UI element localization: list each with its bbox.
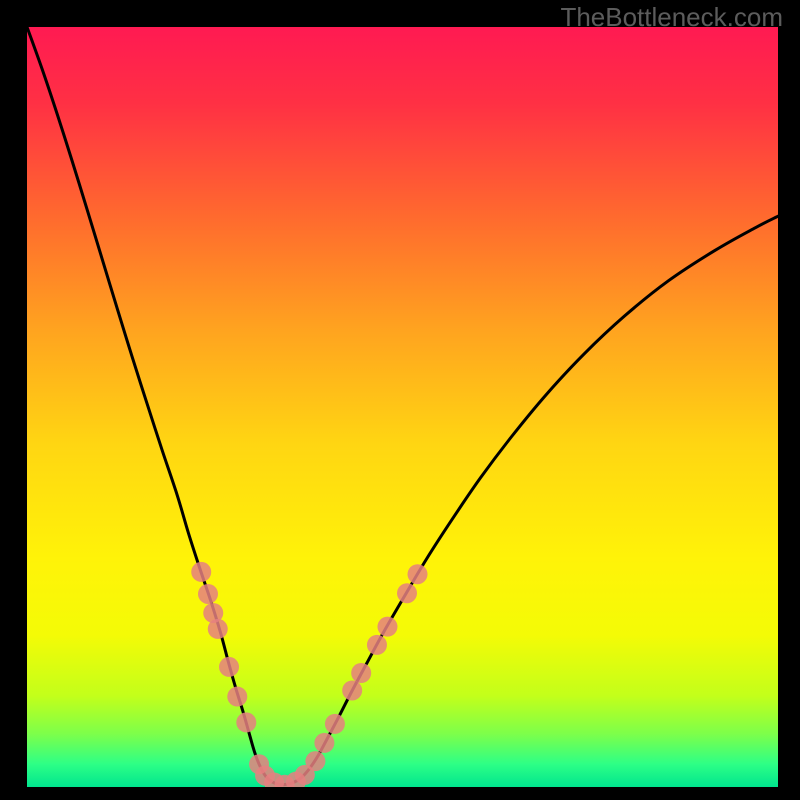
data-marker xyxy=(227,687,247,707)
data-marker xyxy=(208,619,228,639)
data-marker xyxy=(377,617,397,637)
chart-frame: TheBottleneck.com xyxy=(0,0,800,800)
data-marker xyxy=(325,714,345,734)
data-marker xyxy=(314,733,334,753)
data-marker xyxy=(342,680,362,700)
data-marker xyxy=(397,583,417,603)
data-marker xyxy=(367,635,387,655)
data-marker xyxy=(236,712,256,732)
data-marker xyxy=(219,657,239,677)
data-marker xyxy=(351,663,371,683)
data-marker xyxy=(305,751,325,771)
watermark-text: TheBottleneck.com xyxy=(560,2,783,33)
plot-background xyxy=(27,27,778,787)
data-marker xyxy=(408,564,428,584)
data-marker xyxy=(191,562,211,582)
data-marker xyxy=(198,584,218,604)
bottleneck-curve-chart xyxy=(0,0,800,800)
